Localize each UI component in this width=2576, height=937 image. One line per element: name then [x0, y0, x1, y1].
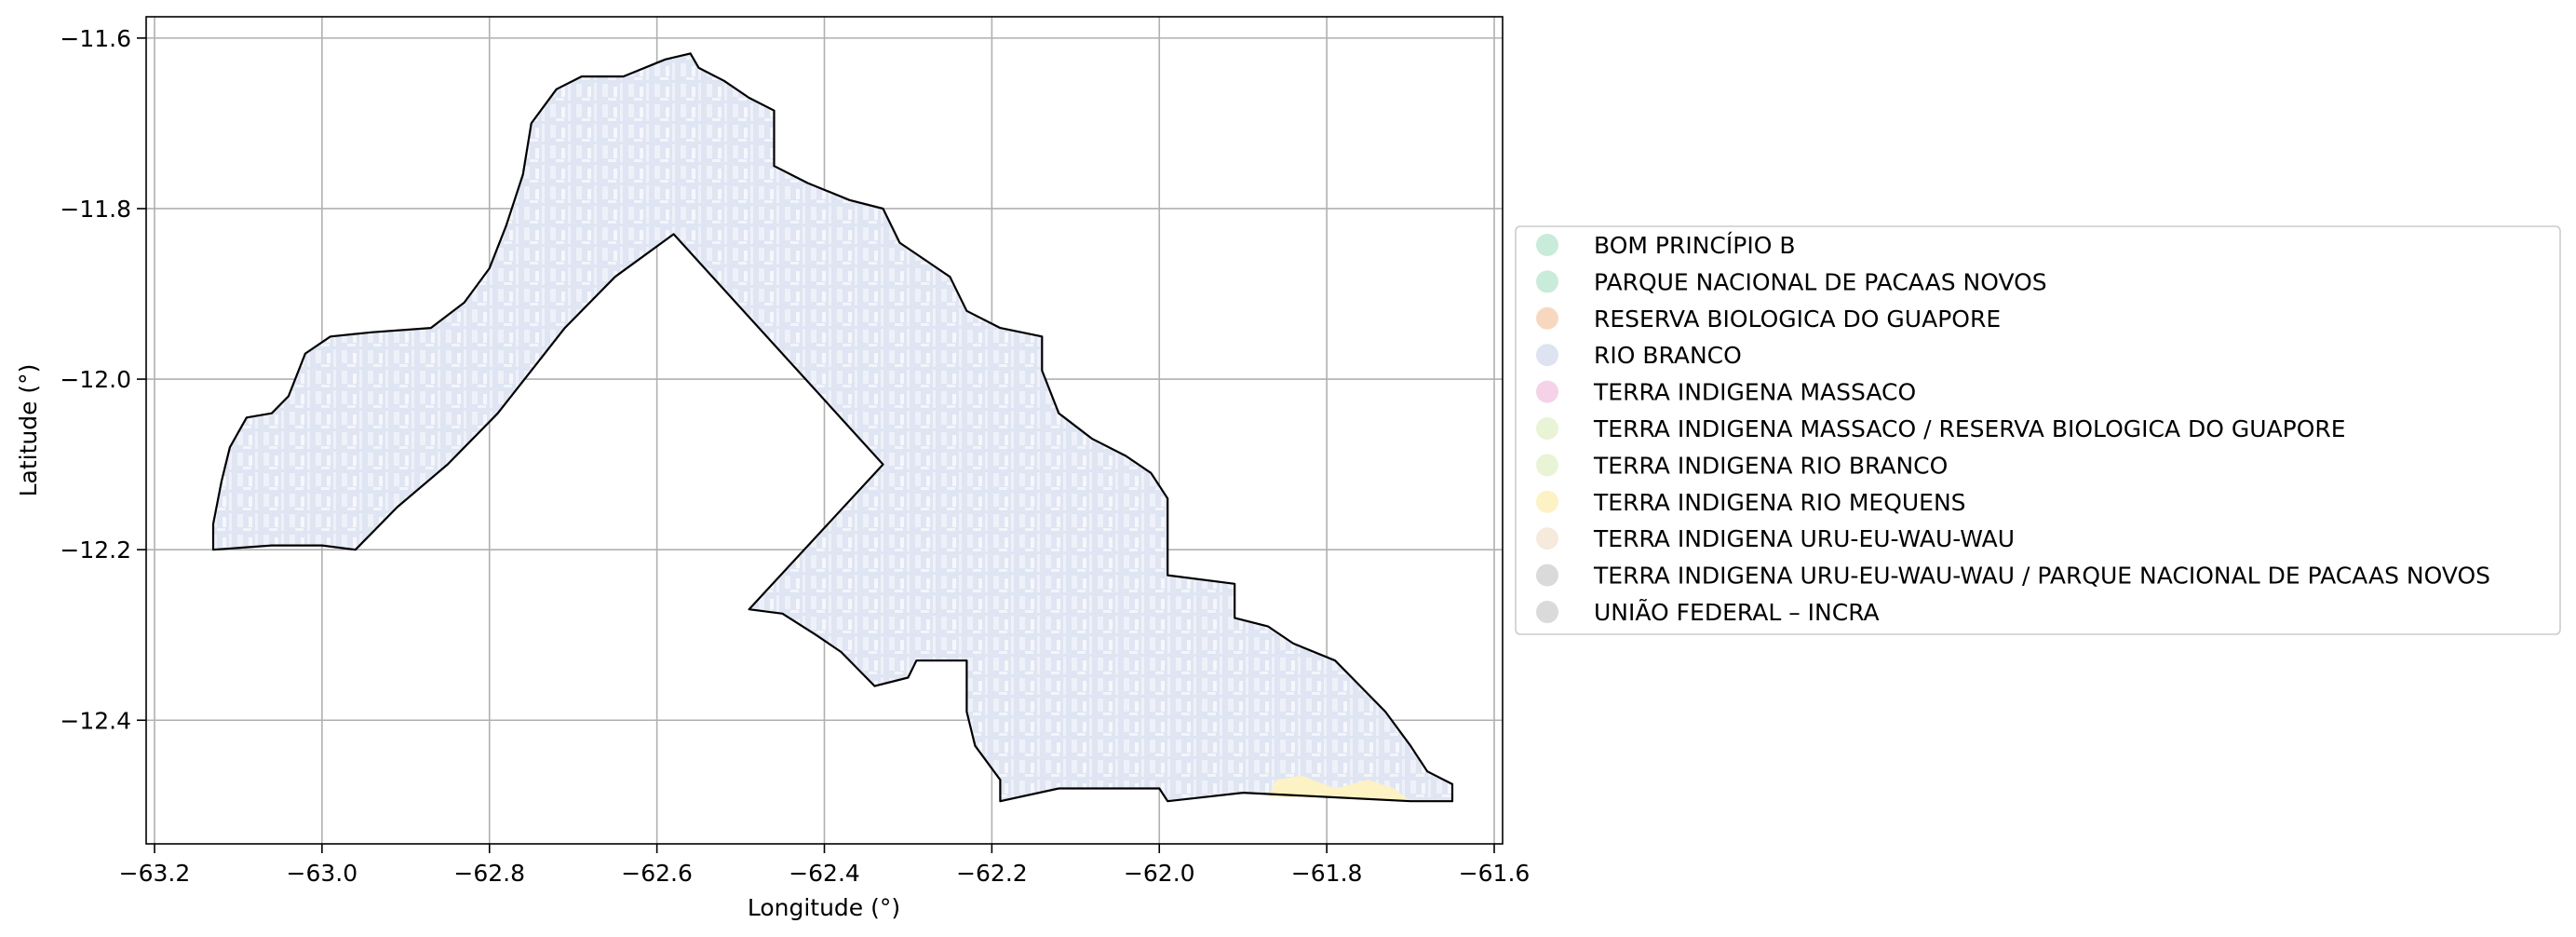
legend-marker: [1536, 380, 1558, 403]
y-axis-title: Latitude (°): [15, 364, 42, 497]
x-tick-label: −61.6: [1459, 860, 1531, 887]
y-tick-label: −11.6: [60, 25, 131, 52]
y-tick-label: −12.2: [60, 536, 131, 564]
map-layer: [211, 52, 1454, 803]
legend-label: PARQUE NACIONAL DE PACAAS NOVOS: [1594, 268, 2047, 295]
legend-label: TERRA INDIGENA MASSACO: [1593, 379, 1916, 406]
legend-marker: [1536, 270, 1558, 293]
legend-label: BOM PRINCÍPIO B: [1594, 232, 1795, 259]
rio-branco-region: [213, 53, 1452, 802]
x-tick-label: −62.2: [956, 860, 1028, 887]
municipality-boundary: [211, 52, 1454, 803]
legend-label: TERRA INDIGENA RIO MEQUENS: [1593, 489, 1966, 516]
legend-label: TERRA INDIGENA MASSACO / RESERVA BIOLOGI…: [1593, 415, 2346, 442]
legend: BOM PRINCÍPIO B PARQUE NACIONAL DE PACAAS…: [1515, 225, 2561, 635]
x-axis-ticks: −63.2 −63.0 −62.8 −62.6 −62.4 −62.2 −62.0 −61.8…: [119, 844, 1531, 887]
y-tick-label: −11.8: [60, 196, 131, 223]
y-axis-ticks: −11.6 −11.8 −12.0 −12.2 −12.4: [60, 25, 146, 734]
x-tick-label: −62.6: [621, 860, 693, 887]
y-tick-label: −12.4: [60, 707, 131, 734]
legend-label: RIO BRANCO: [1594, 342, 1742, 369]
x-tick-label: −62.8: [453, 860, 525, 887]
x-tick-label: −62.4: [789, 860, 860, 887]
legend-marker: [1536, 344, 1558, 367]
legend-marker: [1536, 490, 1558, 513]
legend-marker: [1536, 234, 1558, 256]
x-tick-label: −63.0: [287, 860, 358, 887]
legend-marker: [1536, 417, 1558, 440]
legend-label: TERRA INDIGENA URU-EU-WAU-WAU / PARQUE N…: [1593, 563, 2490, 590]
legend-marker: [1536, 601, 1558, 623]
legend-marker: [1536, 454, 1558, 477]
x-axis-title: Longitude (°): [748, 894, 900, 921]
y-tick-label: −12.0: [60, 366, 131, 393]
x-tick-label: −62.0: [1124, 860, 1195, 887]
legend-label: RESERVA BIOLOGICA DO GUAPORE: [1594, 306, 2001, 333]
legend-marker: [1536, 527, 1558, 550]
legend-label: TERRA INDIGENA RIO BRANCO: [1593, 452, 1948, 479]
legend-frame: [1515, 225, 2561, 635]
legend-label: TERRA INDIGENA URU-EU-WAU-WAU: [1593, 525, 2015, 552]
x-tick-label: −63.2: [119, 860, 191, 887]
legend-marker: [1536, 564, 1558, 587]
legend-label: UNIÃO FEDERAL – INCRA: [1594, 598, 1880, 626]
legend-marker: [1536, 306, 1558, 330]
x-tick-label: −61.8: [1291, 860, 1363, 887]
